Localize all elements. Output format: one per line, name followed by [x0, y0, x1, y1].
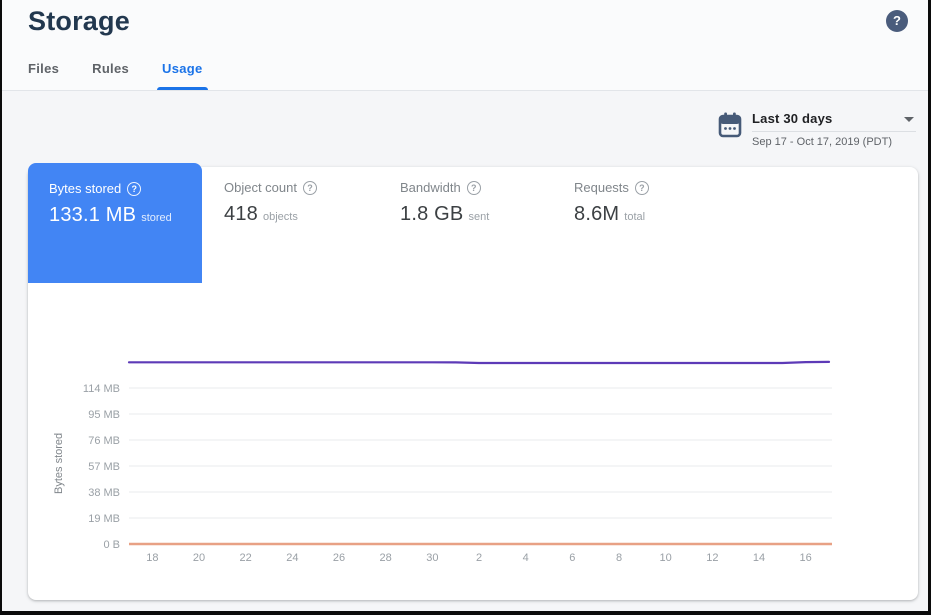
metric-card-bytes-stored[interactable]: Bytes stored ? 133.1 MB stored — [28, 163, 202, 283]
help-circle-icon[interactable]: ? — [127, 181, 142, 196]
metric-card-requests[interactable]: Requests ? 8.6M total — [574, 180, 649, 226]
metric-label: Object count — [224, 180, 297, 195]
svg-text:2: 2 — [476, 552, 482, 564]
help-icon[interactable]: ? — [886, 10, 908, 32]
date-range-label[interactable]: Last 30 days — [752, 109, 916, 132]
metric-label: Bandwidth — [400, 180, 461, 195]
page-header: Storage ? Files Rules Usage — [2, 0, 928, 91]
metric-label: Bytes stored — [49, 181, 122, 196]
metric-value: 133.1 MB — [49, 204, 137, 226]
metric-label-row: Object count ? — [224, 180, 317, 195]
metric-label-row: Bytes stored ? — [49, 181, 202, 196]
svg-text:6: 6 — [569, 552, 575, 564]
tab-files[interactable]: Files — [28, 61, 59, 90]
svg-text:19 MB: 19 MB — [88, 513, 120, 525]
svg-text:114 MB: 114 MB — [83, 383, 120, 395]
tab-rules[interactable]: Rules — [92, 61, 129, 90]
date-range-detail: Sep 17 - Oct 17, 2019 (PDT) — [752, 136, 893, 148]
metric-value: 418 — [224, 203, 258, 225]
svg-text:4: 4 — [523, 552, 529, 564]
svg-text:10: 10 — [660, 552, 672, 564]
metric-value-row: 133.1 MB stored — [49, 204, 202, 227]
date-range-text: Last 30 days Sep 17 - Oct 17, 2019 (PDT) — [752, 109, 916, 148]
svg-text:38 MB: 38 MB — [88, 487, 120, 499]
metric-unit: total — [624, 211, 646, 223]
svg-text:26: 26 — [333, 552, 345, 564]
svg-text:18: 18 — [146, 552, 158, 564]
svg-text:22: 22 — [240, 552, 252, 564]
metric-label-row: Bandwidth ? — [400, 180, 489, 195]
svg-text:14: 14 — [753, 552, 765, 564]
svg-text:0 B: 0 B — [103, 539, 120, 551]
svg-text:95 MB: 95 MB — [88, 409, 120, 421]
svg-text:76 MB: 76 MB — [88, 435, 120, 447]
help-circle-icon[interactable]: ? — [634, 180, 649, 195]
svg-text:30: 30 — [426, 552, 438, 564]
svg-text:20: 20 — [193, 552, 205, 564]
help-circle-icon[interactable]: ? — [303, 180, 317, 195]
tab-usage[interactable]: Usage — [157, 61, 208, 90]
metric-value: 8.6M — [574, 203, 620, 225]
tab-bar: Files Rules Usage — [28, 61, 208, 90]
metric-label: Requests — [574, 180, 629, 195]
help-circle-icon[interactable]: ? — [466, 180, 481, 195]
svg-text:16: 16 — [800, 552, 812, 564]
svg-text:24: 24 — [286, 552, 298, 564]
svg-text:57 MB: 57 MB — [88, 461, 120, 473]
metric-card-bandwidth[interactable]: Bandwidth ? 1.8 GB sent — [400, 180, 489, 226]
chevron-down-icon[interactable] — [904, 117, 914, 122]
metric-unit: sent — [468, 211, 490, 223]
svg-text:28: 28 — [380, 552, 392, 564]
metric-value: 1.8 GB — [400, 203, 464, 225]
metric-label-row: Requests ? — [574, 180, 649, 195]
calendar-icon — [718, 112, 742, 143]
metric-unit: objects — [262, 211, 298, 223]
metric-card-object-count[interactable]: Object count ? 418 objects — [224, 180, 317, 226]
svg-text:12: 12 — [706, 552, 718, 564]
svg-text:8: 8 — [616, 552, 622, 564]
page-title: Storage — [28, 6, 130, 36]
metric-unit: stored — [141, 212, 172, 224]
